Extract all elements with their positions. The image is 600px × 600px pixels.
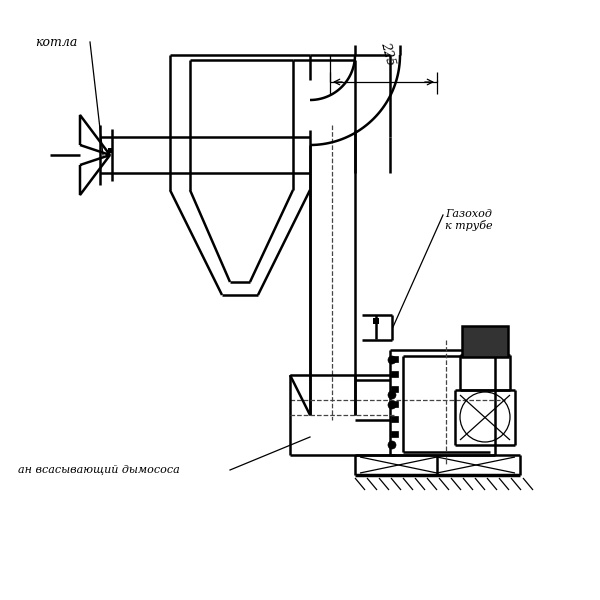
Bar (391, 356, 398, 362)
Circle shape (388, 441, 396, 449)
Bar (391, 386, 398, 392)
Circle shape (388, 401, 396, 409)
Bar (391, 401, 398, 407)
Bar (391, 431, 398, 437)
Bar (462, 326, 508, 357)
Bar (391, 416, 398, 422)
Bar (373, 318, 379, 324)
Bar (108, 148, 113, 153)
Text: котла: котла (35, 35, 77, 49)
Bar (391, 371, 398, 377)
Text: ан всасывающий дымососа: ан всасывающий дымососа (18, 465, 180, 475)
Text: Газоход
к трубе: Газоход к трубе (445, 209, 493, 232)
Circle shape (388, 356, 396, 364)
Circle shape (388, 391, 396, 399)
Text: 225: 225 (379, 41, 397, 67)
